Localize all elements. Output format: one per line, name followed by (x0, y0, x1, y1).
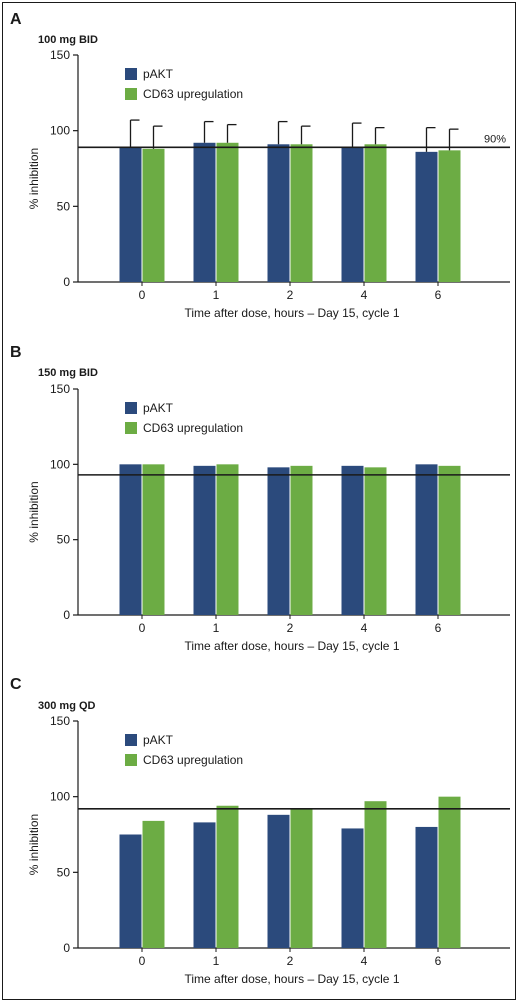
x-tick-label: 1 (213, 621, 220, 635)
bar-pakt (341, 828, 364, 948)
bar-cd63 (438, 796, 461, 948)
y-axis-title: % inhibition (27, 481, 41, 542)
x-tick-label: 6 (435, 954, 442, 968)
bar-pakt (193, 822, 216, 948)
x-tick-label: 4 (361, 621, 368, 635)
y-tick-label: 100 (50, 790, 70, 804)
bar-cd63 (290, 144, 313, 282)
x-axis-title: Time after dose, hours – Day 15, cycle 1 (185, 639, 400, 653)
x-tick-label: 0 (139, 288, 146, 302)
bar-pakt (267, 144, 290, 282)
x-tick-label: 0 (139, 954, 146, 968)
bar-pakt (267, 814, 290, 948)
bar-pakt (415, 464, 438, 615)
x-axis-title: Time after dose, hours – Day 15, cycle 1 (185, 306, 400, 320)
legend-label-pakt: pAKT (143, 67, 174, 81)
bar-cd63 (364, 144, 387, 282)
x-tick-label: 6 (435, 288, 442, 302)
bar-cd63 (142, 148, 165, 282)
bar-pakt (267, 467, 290, 615)
legend-label-cd63: CD63 upregulation (143, 421, 243, 435)
y-tick-label: 150 (50, 48, 70, 62)
x-tick-label: 0 (139, 621, 146, 635)
bar-cd63 (290, 465, 313, 615)
bar-pakt (119, 147, 142, 282)
bar-pakt (415, 151, 438, 282)
x-tick-label: 4 (361, 288, 368, 302)
panel-letter: A (10, 11, 22, 28)
bar-cd63 (438, 465, 461, 615)
x-tick-label: 1 (213, 954, 220, 968)
panel-letter: C (10, 676, 22, 693)
x-tick-label: 2 (287, 954, 294, 968)
bar-pakt (193, 142, 216, 282)
y-tick-label: 0 (63, 941, 70, 955)
legend-swatch-pakt (125, 68, 137, 80)
legend-swatch-pakt (125, 402, 137, 414)
legend-label-cd63: CD63 upregulation (143, 87, 243, 101)
legend-swatch-cd63 (125, 422, 137, 434)
bar-pakt (119, 464, 142, 615)
x-tick-label: 1 (213, 288, 220, 302)
bar-pakt (341, 465, 364, 615)
bar-cd63 (290, 808, 313, 948)
bar-cd63 (364, 467, 387, 615)
bar-pakt (415, 826, 438, 948)
bar-cd63 (364, 801, 387, 948)
chart-panel-c: C 300 mg QD 0 50 100 150 % inhibition 0 1 2 4 6 Time… (10, 676, 510, 986)
legend-label-cd63: CD63 upregulation (143, 753, 243, 767)
chart-panel-b: B 150 mg BID 0 50 100 150 % inhibition 0 1 2 4 6 Tim… (10, 344, 510, 653)
x-tick-label: 6 (435, 621, 442, 635)
y-axis-title: % inhibition (27, 148, 41, 209)
y-tick-label: 50 (57, 533, 71, 547)
legend-label-pakt: pAKT (143, 401, 174, 415)
bar-cd63 (216, 464, 239, 615)
panel-title: 150 mg BID (38, 367, 98, 379)
x-axis-title: Time after dose, hours – Day 15, cycle 1 (185, 972, 400, 986)
bar-cd63 (438, 150, 461, 282)
panel-letter: B (10, 344, 22, 361)
y-tick-label: 0 (63, 275, 70, 289)
panel-title: 100 mg BID (38, 34, 98, 46)
chart-panel-a: A 100 mg BID 0 50 100 150 % inhibition 90% 0 1 2 4 6… (10, 11, 510, 320)
y-tick-label: 150 (50, 714, 70, 728)
x-tick-label: 2 (287, 288, 294, 302)
x-tick-label: 4 (361, 954, 368, 968)
panel-title: 300 mg QD (38, 700, 96, 712)
bar-pakt (119, 834, 142, 948)
bar-cd63 (216, 142, 239, 282)
legend-label-pakt: pAKT (143, 733, 174, 747)
y-tick-label: 50 (57, 865, 71, 879)
x-tick-label: 2 (287, 621, 294, 635)
bar-cd63 (142, 464, 165, 615)
legend-swatch-cd63 (125, 88, 137, 100)
bar-pakt (341, 147, 364, 282)
reference-line-label: 90% (484, 133, 506, 145)
y-tick-label: 100 (50, 457, 70, 471)
y-tick-label: 50 (57, 199, 71, 213)
y-tick-label: 150 (50, 382, 70, 396)
bar-pakt (193, 465, 216, 615)
y-tick-label: 0 (63, 608, 70, 622)
y-axis-title: % inhibition (27, 814, 41, 875)
y-tick-label: 100 (50, 124, 70, 138)
bar-cd63 (216, 805, 239, 948)
bar-cd63 (142, 820, 165, 948)
legend-swatch-pakt (125, 734, 137, 746)
legend-swatch-cd63 (125, 754, 137, 766)
